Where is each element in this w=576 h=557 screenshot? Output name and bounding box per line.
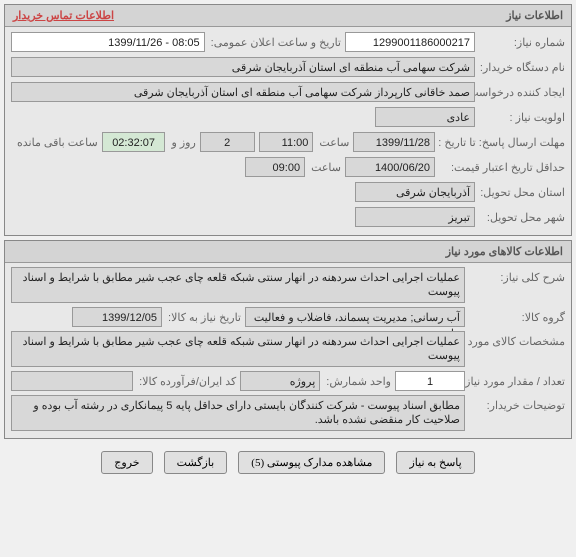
goods-info-panel: اطلاعات کالاهای مورد نیاز شرح کلی نیاز: … bbox=[4, 240, 572, 439]
unit-field: پروژه bbox=[240, 371, 320, 391]
deadline-date-field: 1399/11/28 bbox=[353, 132, 435, 152]
exp-date-field: 1399/12/05 bbox=[72, 307, 162, 327]
days-label: روز و bbox=[165, 136, 195, 149]
remain-label: ساعت باقی مانده bbox=[11, 136, 98, 149]
panel2-header: اطلاعات کالاهای مورد نیاز bbox=[5, 241, 571, 263]
notes-label: توضیحات خریدار: bbox=[465, 395, 565, 412]
group-field: آب رسانی; مدیریت پسماند، فاضلاب و فعالیت… bbox=[245, 307, 465, 327]
notes-field: مطابق اسناد پیوست - شرکت کنندگان بایستی … bbox=[11, 395, 465, 431]
priority-label: اولویت نیاز : bbox=[475, 111, 565, 124]
buyer-field: شرکت سهامی آب منطقه ای استان آذربایجان ش… bbox=[11, 57, 475, 77]
deadline-time-field: 11:00 bbox=[259, 132, 314, 152]
irancode-field bbox=[11, 371, 133, 391]
countdown-field: 02:32:07 bbox=[102, 132, 166, 152]
respond-button[interactable]: پاسخ به نیاز bbox=[396, 451, 474, 474]
desc-label: شرح کلی نیاز: bbox=[465, 267, 565, 284]
attachments-button[interactable]: مشاهده مدارک پیوستی (5) bbox=[238, 451, 385, 474]
deadline-label: مهلت ارسال پاسخ: تا تاریخ : bbox=[435, 136, 565, 149]
days-remain-field: 2 bbox=[200, 132, 255, 152]
min-validity-label: حداقل تاریخ اعتبار قیمت: bbox=[435, 161, 565, 174]
deadline-time-label: ساعت bbox=[313, 136, 349, 149]
exp-label: تاریخ نیاز به کالا: bbox=[162, 311, 241, 324]
need-number-label: شماره نیاز: bbox=[475, 36, 565, 49]
exit-button[interactable]: خروج bbox=[101, 451, 152, 474]
min-validity-date-field: 1400/06/20 bbox=[345, 157, 435, 177]
need-info-panel: اطلاعات نیاز اطلاعات تماس خریدار شماره ن… bbox=[4, 4, 572, 236]
need-number-field: 1299001186000217 bbox=[345, 32, 475, 52]
province-label: استان محل تحویل: bbox=[475, 186, 565, 199]
irancode-label: کد ایران/فرآورده کالا: bbox=[133, 375, 236, 388]
group-label: گروه کالا: bbox=[465, 311, 565, 324]
qty-label: تعداد / مقدار مورد نیاز: bbox=[465, 375, 565, 388]
pub-date-field: 08:05 - 1399/11/26 bbox=[11, 32, 205, 52]
buyer-label: نام دستگاه خریدار: bbox=[475, 61, 565, 74]
city-label: شهر محل تحویل: bbox=[475, 211, 565, 224]
min-validity-time-field: 09:00 bbox=[245, 157, 305, 177]
pub-date-label: تاریخ و ساعت اعلان عمومی: bbox=[205, 36, 341, 49]
min-validity-time-label: ساعت bbox=[305, 161, 341, 174]
creator-label: ایجاد کننده درخواست: bbox=[475, 86, 565, 99]
priority-field: عادی bbox=[375, 107, 475, 127]
panel2-title: اطلاعات کالاهای مورد نیاز bbox=[446, 245, 563, 258]
panel1-title: اطلاعات نیاز bbox=[506, 9, 563, 22]
city-field: تبریز bbox=[355, 207, 475, 227]
spec-field: عملیات اجرایی احداث سردهنه در انهار سنتی… bbox=[11, 331, 465, 367]
contact-buyer-link[interactable]: اطلاعات تماس خریدار bbox=[13, 9, 114, 22]
desc-field: عملیات اجرایی احداث سردهنه در انهار سنتی… bbox=[11, 267, 465, 303]
creator-field: صمد خاقانی کارپرداز شرکت سهامی آب منطقه … bbox=[11, 82, 475, 102]
unit-label: واحد شمارش: bbox=[320, 375, 391, 388]
panel1-header: اطلاعات نیاز اطلاعات تماس خریدار bbox=[5, 5, 571, 27]
back-button[interactable]: بازگشت bbox=[164, 451, 228, 474]
spec-label: مشخصات کالای مورد نیاز: bbox=[465, 331, 565, 348]
qty-field: 1 bbox=[395, 371, 465, 391]
button-row: پاسخ به نیاز مشاهده مدارک پیوستی (5) باز… bbox=[0, 443, 576, 478]
province-field: آذربایجان شرقی bbox=[355, 182, 475, 202]
